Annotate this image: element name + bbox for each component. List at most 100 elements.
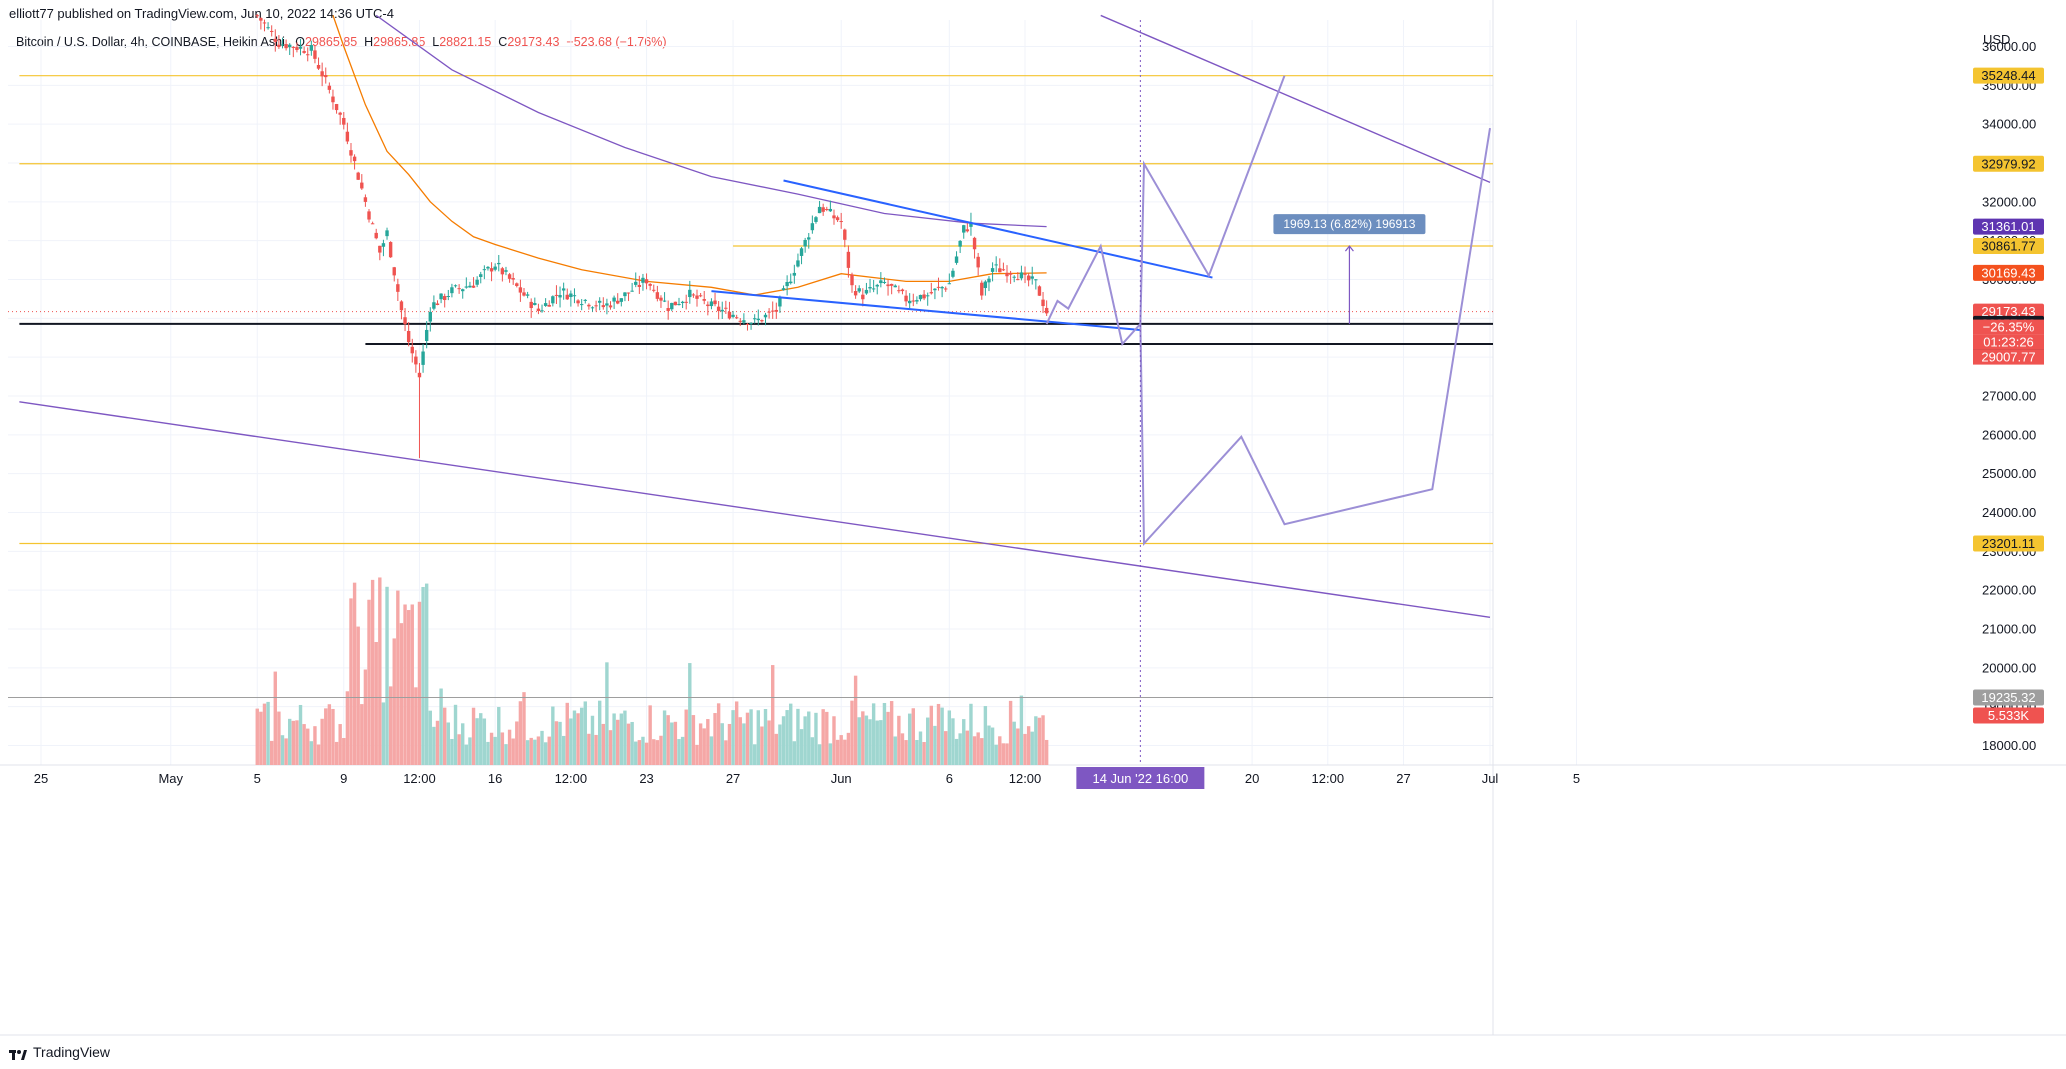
candle-body bbox=[482, 269, 487, 271]
volume-bar bbox=[677, 739, 681, 765]
price-badge-label: 31361.01 bbox=[1981, 219, 2035, 234]
time-tick: 12:00 bbox=[555, 771, 588, 786]
candle-body bbox=[363, 197, 368, 202]
candle-body bbox=[601, 305, 605, 308]
volume-bar bbox=[962, 719, 966, 765]
volume-bar bbox=[670, 722, 674, 765]
volume-bar bbox=[561, 735, 566, 765]
volume-bar bbox=[915, 740, 919, 765]
volume-bar bbox=[572, 710, 577, 765]
candle-body bbox=[497, 262, 501, 265]
time-tick: 20 bbox=[1245, 771, 1259, 786]
horizontal-levels[interactable] bbox=[8, 75, 1493, 699]
candle-body bbox=[652, 289, 656, 291]
volume-bar bbox=[479, 713, 483, 765]
volume-bar bbox=[439, 688, 443, 765]
volume-bar bbox=[464, 744, 469, 765]
volume-bar bbox=[749, 709, 753, 765]
volume-bar bbox=[767, 720, 771, 765]
volume-bar bbox=[1037, 717, 1042, 765]
volume-bar bbox=[911, 708, 915, 765]
volume-bar bbox=[324, 708, 328, 765]
candle-body bbox=[698, 295, 703, 297]
volume-bar bbox=[601, 723, 605, 765]
candle-body bbox=[987, 278, 991, 283]
volume-bar bbox=[533, 739, 537, 765]
candle-body bbox=[291, 46, 296, 48]
time-tick: Jul bbox=[1482, 771, 1499, 786]
projection-bearish-path bbox=[1139, 127, 1491, 547]
price-tick: 36000.00 bbox=[1982, 39, 2036, 54]
candle-body bbox=[443, 296, 447, 301]
candle-body bbox=[554, 294, 559, 296]
volume-bar bbox=[893, 736, 897, 765]
volume-bar bbox=[529, 737, 533, 765]
volume-bar bbox=[655, 740, 660, 765]
candle-body bbox=[724, 307, 728, 309]
volume-bar bbox=[626, 723, 631, 765]
candle-body bbox=[475, 279, 479, 285]
candle-body bbox=[994, 264, 998, 266]
candle-body bbox=[302, 51, 306, 53]
volume-bar bbox=[673, 721, 678, 765]
volume-bar bbox=[947, 710, 952, 765]
candle-body bbox=[446, 296, 451, 298]
candle-body bbox=[846, 251, 851, 268]
price-tick: 21000.00 bbox=[1982, 622, 2036, 637]
candle-body bbox=[616, 300, 620, 304]
drawings[interactable]: 1969.13 (6.82%) 196913 bbox=[19, 14, 1491, 765]
volume-bar bbox=[558, 721, 562, 765]
volume-bar bbox=[266, 701, 270, 765]
price-tick: 27000.00 bbox=[1982, 389, 2036, 404]
volume-bar bbox=[259, 711, 263, 765]
candle-body bbox=[969, 222, 973, 227]
candle-body bbox=[644, 279, 649, 284]
price-badge-label: 23201.11 bbox=[1982, 536, 2035, 551]
candle-body bbox=[396, 284, 400, 292]
candle-body bbox=[1019, 272, 1024, 279]
price-tick: 20000.00 bbox=[1982, 660, 2036, 675]
candle-body bbox=[864, 289, 869, 294]
sma-line bbox=[375, 14, 1047, 228]
volume-bar bbox=[291, 720, 296, 765]
volume-bar bbox=[857, 717, 861, 765]
candle-body bbox=[579, 304, 584, 306]
volume-bar bbox=[720, 723, 724, 765]
candle-body bbox=[504, 270, 508, 272]
candle-body bbox=[911, 300, 915, 302]
candle-body bbox=[850, 274, 854, 286]
candle-body bbox=[857, 288, 861, 292]
volume-bar bbox=[882, 702, 887, 765]
price-badge-label: 30169.43 bbox=[1981, 265, 2035, 280]
volume-bar bbox=[731, 710, 735, 765]
measure-label: 1969.13 (6.82%) 196913 bbox=[1283, 217, 1415, 231]
candle-body bbox=[951, 270, 955, 277]
volume-bar bbox=[421, 586, 425, 765]
time-tick: Jun bbox=[831, 771, 852, 786]
candle-body bbox=[832, 215, 836, 219]
volume-bar bbox=[659, 735, 663, 765]
price-axis[interactable]: USD18000.0019000.0020000.0021000.0022000… bbox=[1973, 32, 2044, 753]
volume-bar bbox=[1001, 743, 1006, 765]
volume-bar bbox=[698, 723, 703, 765]
time-axis[interactable]: 25 May 5 9 12:00 16 12:00 23 27 Jun 6 12:00 20 12:00 2… bbox=[34, 767, 1580, 789]
tradingview-logo-icon bbox=[9, 1047, 27, 1060]
volume-bar bbox=[796, 708, 800, 765]
volume-bar bbox=[745, 712, 750, 765]
candle-body bbox=[450, 287, 454, 294]
candle-body bbox=[561, 288, 566, 291]
volume-bar bbox=[327, 704, 332, 765]
time-tick: 9 bbox=[340, 771, 347, 786]
volume-bar bbox=[605, 662, 609, 765]
volume-bar bbox=[504, 744, 508, 765]
volume-bar bbox=[864, 715, 869, 765]
candle-body bbox=[828, 208, 833, 212]
volume-bar bbox=[1012, 721, 1016, 765]
volume-bar bbox=[987, 725, 991, 765]
volume-bar bbox=[832, 716, 836, 765]
volume-bar bbox=[994, 744, 998, 765]
volume-bar bbox=[616, 719, 620, 765]
time-tick: 23 bbox=[639, 771, 653, 786]
candle-body bbox=[331, 96, 335, 103]
